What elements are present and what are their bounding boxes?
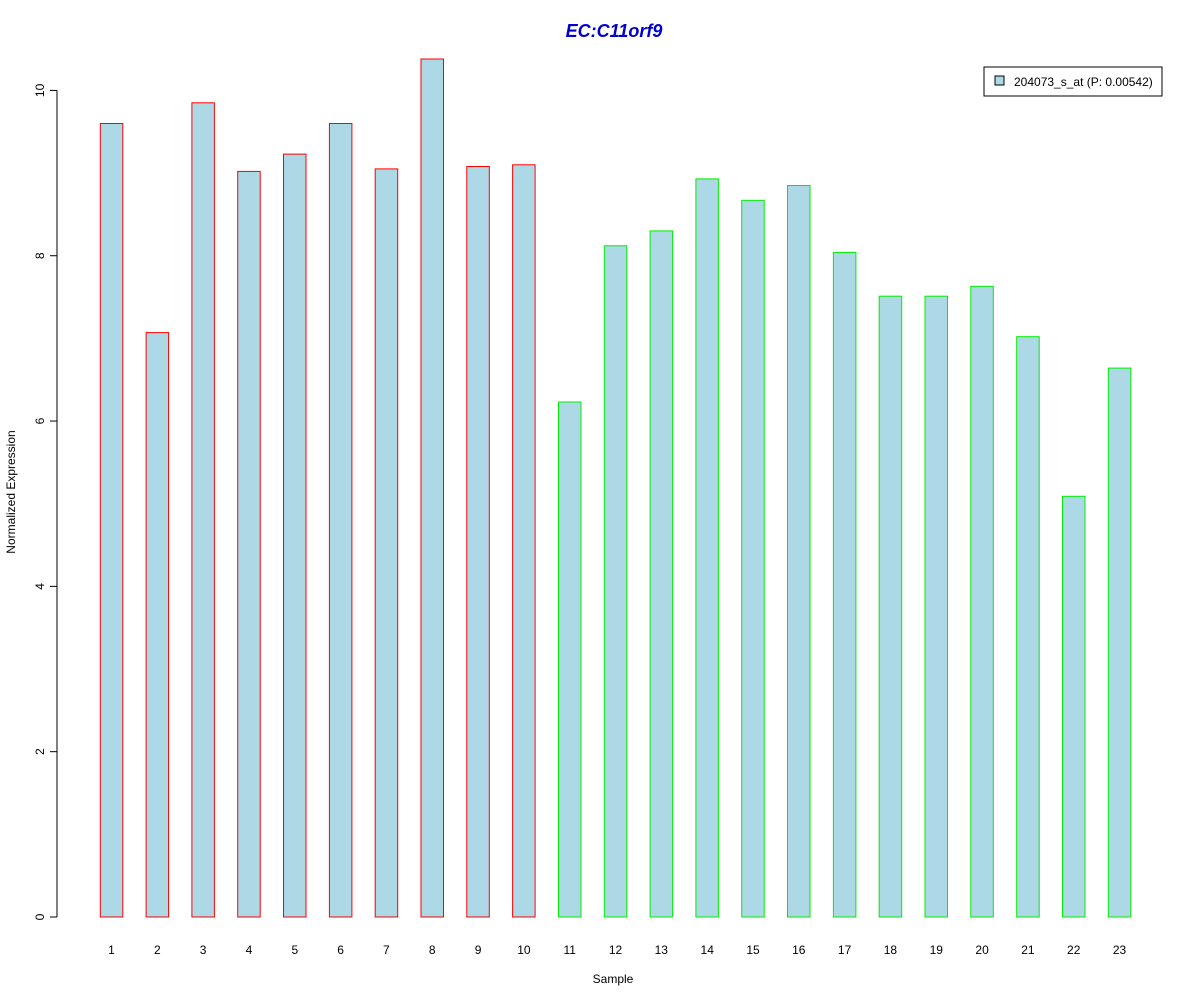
y-tick-label: 6 [33, 417, 47, 424]
bar-sample-4 [237, 170, 261, 918]
y-axis-label: Normalized Expression [4, 430, 18, 553]
x-tick-label: 19 [930, 943, 944, 957]
bar-sample-14 [695, 178, 719, 918]
bar-sample-23 [1107, 367, 1132, 918]
bar-sample-5 [283, 153, 307, 918]
y-axis: 0 2 4 6 8 10 [33, 83, 58, 920]
legend-label: 204073_s_at (P: 0.00542) [1014, 75, 1153, 89]
x-tick-label: 23 [1113, 943, 1127, 957]
x-axis-label: Sample [593, 972, 634, 986]
legend: 204073_s_at (P: 0.00542) [983, 66, 1163, 97]
y-tick-label: 4 [33, 583, 47, 590]
bar-sample-6 [328, 123, 353, 918]
x-tick-label: 15 [746, 943, 760, 957]
x-tick-label: 22 [1067, 943, 1081, 957]
bar-sample-2 [145, 332, 170, 918]
x-tick-label: 8 [429, 943, 436, 957]
bars [99, 58, 1132, 918]
bar-sample-8 [420, 58, 444, 918]
x-tick-label: 9 [475, 943, 482, 957]
x-tick-label: 4 [246, 943, 253, 957]
chart-title: EC:C11orf9 [566, 21, 663, 41]
bar-sample-21 [1016, 336, 1040, 918]
bar-sample-12 [603, 245, 628, 918]
y-tick-label: 2 [33, 748, 47, 755]
x-tick-label: 12 [609, 943, 623, 957]
bar-sample-20 [970, 285, 994, 918]
x-tick-label: 20 [975, 943, 989, 957]
x-tick-label: 18 [884, 943, 898, 957]
bar-sample-7 [374, 168, 399, 918]
bar-sample-17 [832, 251, 857, 918]
bar-sample-11 [558, 401, 582, 918]
bar-sample-15 [741, 199, 765, 918]
bar-sample-9 [466, 166, 490, 918]
bar-sample-3 [191, 102, 215, 918]
legend-box [983, 66, 1163, 97]
bar-sample-22 [1062, 495, 1086, 918]
x-tick-label: 10 [517, 943, 531, 957]
y-tick-label: 0 [33, 913, 47, 920]
y-tick-label: 10 [33, 83, 47, 97]
x-tick-label: 13 [655, 943, 669, 957]
bar-sample-13 [649, 230, 674, 918]
legend-swatch [994, 75, 1005, 86]
x-tick-label: 11 [563, 943, 576, 957]
bar-sample-18 [878, 295, 903, 918]
x-tick-label: 3 [200, 943, 207, 957]
x-tick-label: 2 [154, 943, 161, 957]
x-tick-labels: 1 2 3 4 5 6 7 8 9 10 11 12 13 14 15 16 17 18 19 20 21 22 23 [108, 943, 1126, 957]
y-tick-label: 8 [33, 252, 47, 259]
x-tick-label: 21 [1021, 943, 1035, 957]
x-tick-label: 7 [383, 943, 390, 957]
x-tick-label: 1 [108, 943, 115, 957]
bar-sample-1 [99, 123, 124, 918]
x-tick-label: 16 [792, 943, 806, 957]
bar-sample-19 [924, 295, 948, 918]
x-tick-label: 14 [701, 943, 715, 957]
bar-sample-16 [787, 185, 811, 918]
bar-sample-10 [512, 164, 536, 918]
x-tick-label: 17 [838, 943, 852, 957]
x-tick-label: 6 [337, 943, 344, 957]
x-tick-label: 5 [291, 943, 298, 957]
